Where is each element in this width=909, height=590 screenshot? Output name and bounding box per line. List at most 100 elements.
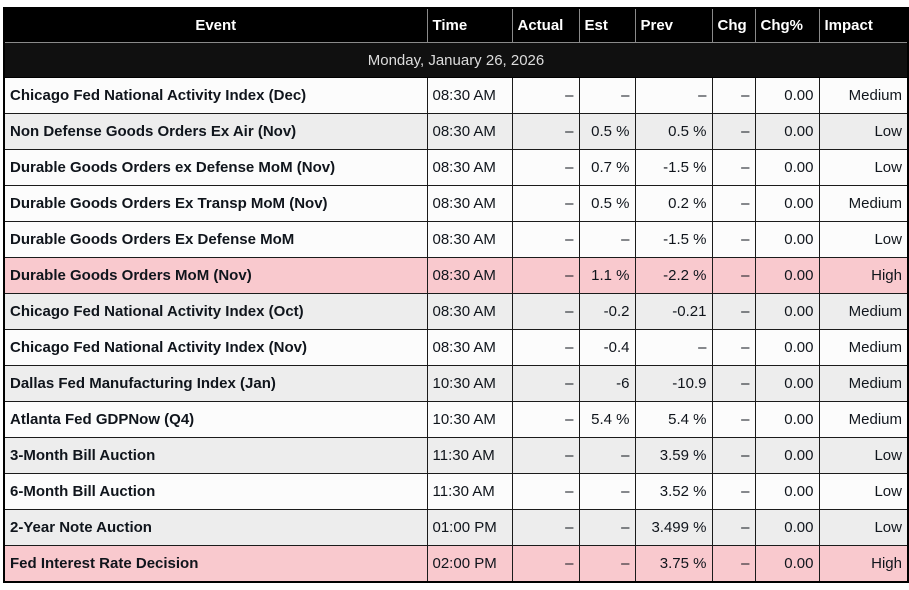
- change-pct-cell: 0.00: [754, 365, 820, 402]
- previous-value-cell: 3.52 %: [634, 473, 713, 510]
- estimate-value-cell: –: [578, 545, 636, 583]
- event-name-cell: Fed Interest Rate Decision: [3, 545, 428, 583]
- event-name-cell: 6-Month Bill Auction: [3, 473, 428, 510]
- table-row: Fed Interest Rate Decision 02:00 PM – – …: [3, 545, 909, 583]
- table-row: 3-Month Bill Auction 11:30 AM – – 3.59 %…: [3, 437, 909, 474]
- previous-value-cell: -1.5 %: [634, 149, 713, 186]
- date-row: Monday, January 26, 2026: [3, 42, 909, 78]
- change-value-cell: –: [711, 293, 756, 330]
- estimate-value-cell: 1.1 %: [578, 257, 636, 294]
- event-time-cell: 08:30 AM: [426, 257, 513, 294]
- table-row: 6-Month Bill Auction 11:30 AM – – 3.52 %…: [3, 473, 909, 510]
- event-name-cell: 2-Year Note Auction: [3, 509, 428, 546]
- impact-badge-cell: Low: [818, 473, 909, 510]
- event-time-cell: 08:30 AM: [426, 113, 513, 150]
- table-row: Durable Goods Orders ex Defense MoM (Nov…: [3, 149, 909, 186]
- change-value-cell: –: [711, 257, 756, 294]
- impact-badge-cell: Medium: [818, 293, 909, 330]
- impact-badge-cell: Medium: [818, 401, 909, 438]
- actual-value-cell: –: [511, 401, 580, 438]
- column-header-actual: Actual: [511, 7, 580, 43]
- change-value-cell: –: [711, 77, 756, 114]
- event-name-cell: Durable Goods Orders Ex Transp MoM (Nov): [3, 185, 428, 222]
- table-row: Chicago Fed National Activity Index (Nov…: [3, 329, 909, 366]
- change-value-cell: –: [711, 221, 756, 258]
- previous-value-cell: -0.21: [634, 293, 713, 330]
- table-row: Chicago Fed National Activity Index (Dec…: [3, 77, 909, 114]
- event-name-cell: Chicago Fed National Activity Index (Oct…: [3, 293, 428, 330]
- event-time-cell: 10:30 AM: [426, 401, 513, 438]
- table-row: Chicago Fed National Activity Index (Oct…: [3, 293, 909, 330]
- table-row: 2-Year Note Auction 01:00 PM – – 3.499 %…: [3, 509, 909, 546]
- table-row: Non Defense Goods Orders Ex Air (Nov) 08…: [3, 113, 909, 150]
- previous-value-cell: 5.4 %: [634, 401, 713, 438]
- impact-badge-cell: Medium: [818, 185, 909, 222]
- estimate-value-cell: -0.4: [578, 329, 636, 366]
- header-row: Event Time Actual Est Prev Chg Chg% Impa…: [3, 7, 909, 43]
- change-value-cell: –: [711, 545, 756, 583]
- table-row: Atlanta Fed GDPNow (Q4) 10:30 AM – 5.4 %…: [3, 401, 909, 438]
- event-time-cell: 11:30 AM: [426, 437, 513, 474]
- change-pct-cell: 0.00: [754, 257, 820, 294]
- impact-badge-cell: Medium: [818, 365, 909, 402]
- previous-value-cell: 3.59 %: [634, 437, 713, 474]
- event-name-cell: Atlanta Fed GDPNow (Q4): [3, 401, 428, 438]
- actual-value-cell: –: [511, 185, 580, 222]
- event-time-cell: 08:30 AM: [426, 221, 513, 258]
- event-time-cell: 11:30 AM: [426, 473, 513, 510]
- actual-value-cell: –: [511, 437, 580, 474]
- impact-badge-cell: High: [818, 545, 909, 583]
- estimate-value-cell: 5.4 %: [578, 401, 636, 438]
- event-time-cell: 02:00 PM: [426, 545, 513, 583]
- previous-value-cell: 0.2 %: [634, 185, 713, 222]
- impact-badge-cell: Medium: [818, 77, 909, 114]
- actual-value-cell: –: [511, 77, 580, 114]
- column-header-impact: Impact: [818, 7, 909, 43]
- change-pct-cell: 0.00: [754, 185, 820, 222]
- change-pct-cell: 0.00: [754, 77, 820, 114]
- change-pct-cell: 0.00: [754, 329, 820, 366]
- previous-value-cell: –: [634, 329, 713, 366]
- change-pct-cell: 0.00: [754, 113, 820, 150]
- estimate-value-cell: 0.5 %: [578, 113, 636, 150]
- previous-value-cell: –: [634, 77, 713, 114]
- date-header: Monday, January 26, 2026: [3, 42, 909, 78]
- event-time-cell: 08:30 AM: [426, 329, 513, 366]
- impact-badge-cell: Low: [818, 149, 909, 186]
- actual-value-cell: –: [511, 149, 580, 186]
- previous-value-cell: -10.9: [634, 365, 713, 402]
- change-value-cell: –: [711, 509, 756, 546]
- column-header-chgpct: Chg%: [754, 7, 820, 43]
- table-row: Durable Goods Orders Ex Transp MoM (Nov)…: [3, 185, 909, 222]
- event-name-cell: Chicago Fed National Activity Index (Dec…: [3, 77, 428, 114]
- actual-value-cell: –: [511, 293, 580, 330]
- change-pct-cell: 0.00: [754, 149, 820, 186]
- event-time-cell: 08:30 AM: [426, 77, 513, 114]
- estimate-value-cell: –: [578, 437, 636, 474]
- event-name-cell: Chicago Fed National Activity Index (Nov…: [3, 329, 428, 366]
- event-time-cell: 08:30 AM: [426, 293, 513, 330]
- event-name-cell: Dallas Fed Manufacturing Index (Jan): [3, 365, 428, 402]
- table-body: Monday, January 26, 2026 Chicago Fed Nat…: [3, 42, 909, 583]
- actual-value-cell: –: [511, 113, 580, 150]
- change-value-cell: –: [711, 149, 756, 186]
- estimate-value-cell: -0.2: [578, 293, 636, 330]
- change-value-cell: –: [711, 473, 756, 510]
- actual-value-cell: –: [511, 365, 580, 402]
- event-time-cell: 08:30 AM: [426, 185, 513, 222]
- estimate-value-cell: –: [578, 77, 636, 114]
- change-value-cell: –: [711, 365, 756, 402]
- column-header-chg: Chg: [711, 7, 756, 43]
- estimate-value-cell: 0.5 %: [578, 185, 636, 222]
- event-name-cell: Durable Goods Orders Ex Defense MoM: [3, 221, 428, 258]
- change-pct-cell: 0.00: [754, 545, 820, 583]
- change-pct-cell: 0.00: [754, 221, 820, 258]
- column-header-time: Time: [426, 7, 513, 43]
- event-time-cell: 08:30 AM: [426, 149, 513, 186]
- table-row: Durable Goods Orders Ex Defense MoM 08:3…: [3, 221, 909, 258]
- previous-value-cell: -1.5 %: [634, 221, 713, 258]
- impact-badge-cell: Medium: [818, 329, 909, 366]
- actual-value-cell: –: [511, 473, 580, 510]
- column-header-est: Est: [578, 7, 636, 43]
